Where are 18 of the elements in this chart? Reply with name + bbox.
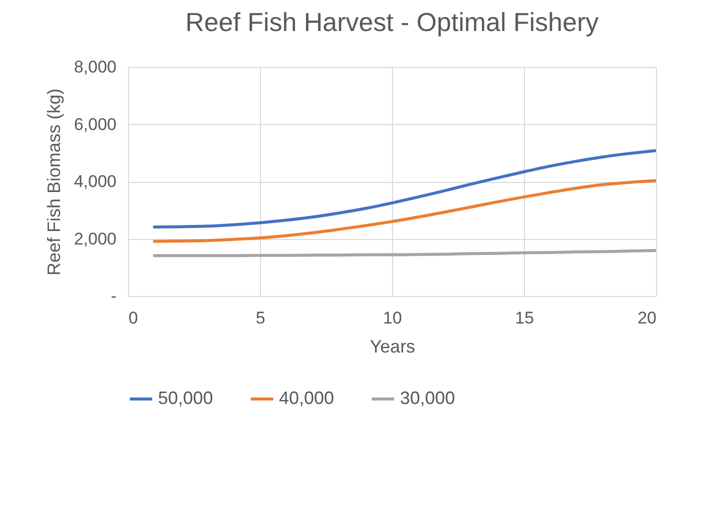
legend-label: 30,000 bbox=[400, 388, 456, 408]
line-series bbox=[152, 179, 656, 243]
chart-title: Reef Fish Harvest - Optimal Fishery bbox=[185, 7, 599, 37]
x-tick-label: 10 bbox=[383, 308, 402, 328]
y-tick-label: 8,000 bbox=[74, 58, 116, 76]
legend-label: 40,000 bbox=[279, 388, 334, 408]
line-series bbox=[152, 149, 656, 229]
y-tick-label: 2,000 bbox=[74, 229, 116, 248]
x-tick-label: 5 bbox=[256, 308, 266, 328]
y-tick-label: 6,000 bbox=[74, 114, 116, 134]
y-tick-label: 4,000 bbox=[74, 172, 116, 191]
y-tick-label: - bbox=[110, 286, 116, 306]
x-tick-label: 0 bbox=[128, 308, 138, 328]
x-axis-title: Years bbox=[370, 336, 416, 356]
legend-label: 50,000 bbox=[158, 388, 214, 408]
x-tick-label: 20 bbox=[638, 308, 656, 328]
x-tick-label: 15 bbox=[515, 308, 534, 328]
y-axis-title: Reef Fish Biomass (kg) bbox=[44, 88, 64, 276]
